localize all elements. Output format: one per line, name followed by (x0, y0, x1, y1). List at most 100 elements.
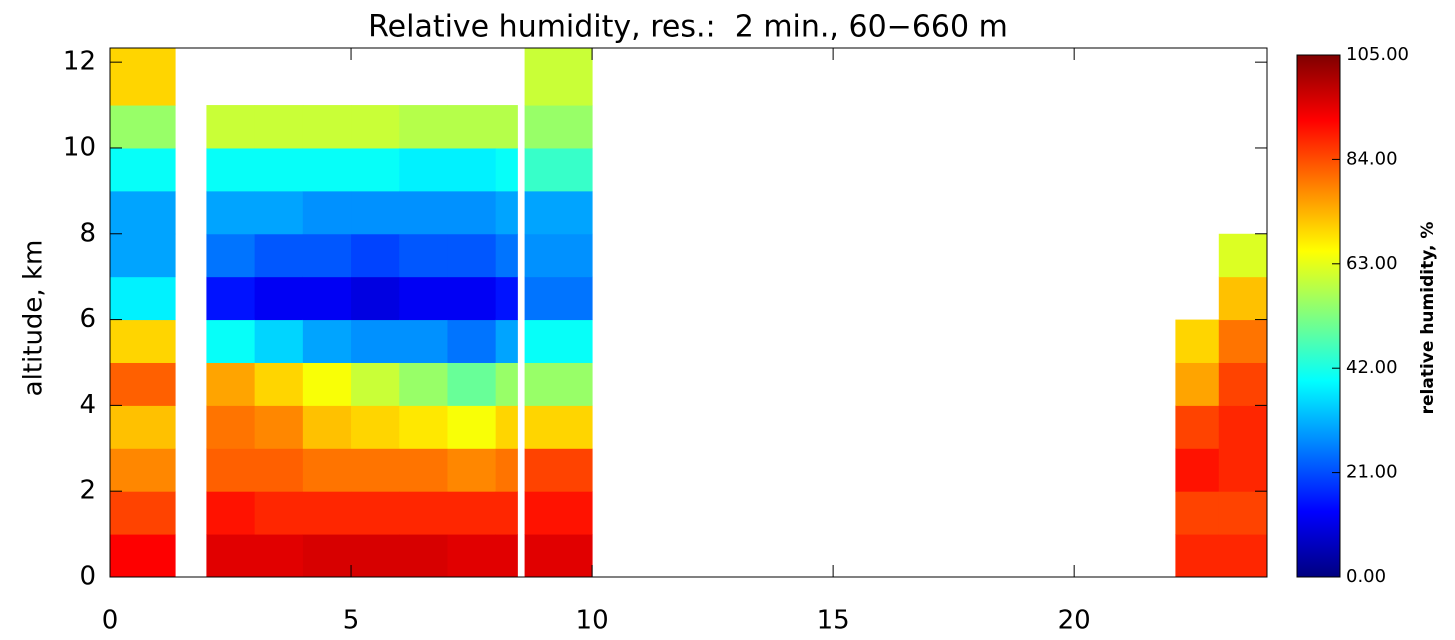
heat-cell (351, 147, 400, 192)
heat-cell (447, 276, 497, 321)
heat-cell (110, 534, 176, 577)
heat-cell (110, 448, 176, 492)
y-tick-label: 0 (79, 562, 96, 592)
heat-cell (302, 147, 352, 192)
heat-cell (399, 105, 448, 149)
heat-cell (254, 405, 304, 449)
heat-cell (447, 190, 497, 235)
y-tick-label: 8 (79, 218, 96, 248)
heat-cell (399, 190, 448, 235)
heat-cell (110, 48, 176, 106)
heat-cell (302, 105, 352, 149)
colorbar-tick-label: 63.00 (1346, 253, 1398, 274)
heat-cell (302, 491, 352, 535)
heat-cell (524, 405, 593, 449)
y-tick-label: 4 (79, 390, 96, 420)
y-tick-label: 6 (79, 304, 96, 334)
x-tick-label: 15 (817, 606, 850, 636)
colorbar-tick-label: 21.00 (1346, 462, 1398, 483)
heat-cell (447, 233, 497, 278)
heat-cell (351, 362, 400, 406)
heat-cell (399, 276, 448, 321)
heat-cell (206, 190, 256, 235)
heat-cell (1175, 319, 1220, 363)
heat-cell (351, 448, 400, 492)
heat-cell (1175, 405, 1220, 449)
heat-cell (206, 233, 256, 278)
y-axis-label: altitude, km (19, 240, 49, 397)
heat-cell (351, 190, 400, 235)
heat-cell (399, 319, 448, 363)
heat-cell (351, 319, 400, 363)
heat-cell (302, 534, 352, 577)
x-tick-label: 5 (343, 606, 360, 636)
heat-cell (254, 276, 304, 321)
heat-cell (351, 405, 400, 449)
heat-cell (447, 319, 497, 363)
heat-cell (399, 147, 448, 192)
heat-cell (206, 276, 256, 321)
heat-cell (254, 147, 304, 192)
heat-cell (351, 491, 400, 535)
heat-cell (447, 448, 497, 492)
heat-cell (206, 319, 256, 363)
heat-cell (110, 233, 176, 278)
heat-cell (524, 448, 593, 492)
heat-cell (524, 233, 593, 278)
heat-cell (351, 233, 400, 278)
x-tick-label: 20 (1058, 606, 1091, 636)
heat-cell (206, 534, 256, 577)
heat-cell (206, 362, 256, 406)
heat-cell (399, 534, 448, 577)
heat-cell (495, 319, 518, 363)
heat-cell (1218, 319, 1267, 363)
heat-cell (110, 362, 176, 406)
chart-title: Relative humidity, res.: 2 min., 60−660 … (368, 10, 1008, 45)
heat-cell (524, 276, 593, 321)
heat-cell (302, 190, 352, 235)
heat-cell (1218, 534, 1267, 577)
heat-cell (110, 105, 176, 149)
heat-cell (495, 405, 518, 449)
heat-cell (399, 491, 448, 535)
heat-cell (302, 319, 352, 363)
heat-cell (1175, 491, 1220, 535)
heat-cell (1218, 448, 1267, 492)
heat-cell (495, 276, 518, 321)
heat-cell (110, 190, 176, 235)
heat-cell (110, 319, 176, 363)
heat-cell (495, 362, 518, 406)
heat-cell (399, 448, 448, 492)
y-tick-label: 12 (63, 47, 96, 77)
heat-cell (254, 105, 304, 149)
heat-cell (495, 534, 518, 577)
heat-cell (206, 491, 256, 535)
heat-cell (1218, 362, 1267, 406)
heat-cell (302, 362, 352, 406)
heat-cell (524, 362, 593, 406)
heat-cell (110, 147, 176, 192)
heat-cell (254, 448, 304, 492)
heat-cell (206, 147, 256, 192)
heat-cell (206, 105, 256, 149)
heat-cell (1218, 276, 1267, 321)
heat-cell (351, 276, 400, 321)
heat-cell (206, 405, 256, 449)
heat-cell (524, 190, 593, 235)
heat-cell (110, 491, 176, 535)
colorbar-tick-label: 42.00 (1346, 357, 1398, 378)
heat-cell (447, 491, 497, 535)
heat-cell (254, 319, 304, 363)
heat-cell (399, 405, 448, 449)
heat-cell (495, 233, 518, 278)
heat-cell (110, 405, 176, 449)
cells (110, 48, 1267, 577)
heat-cell (1218, 233, 1267, 278)
heat-cell (351, 534, 400, 577)
heat-cell (524, 147, 593, 192)
x-tick-label: 10 (576, 606, 609, 636)
heat-cell (495, 147, 518, 192)
heat-cell (254, 190, 304, 235)
heat-cell (524, 491, 593, 535)
heat-cell (351, 105, 400, 149)
